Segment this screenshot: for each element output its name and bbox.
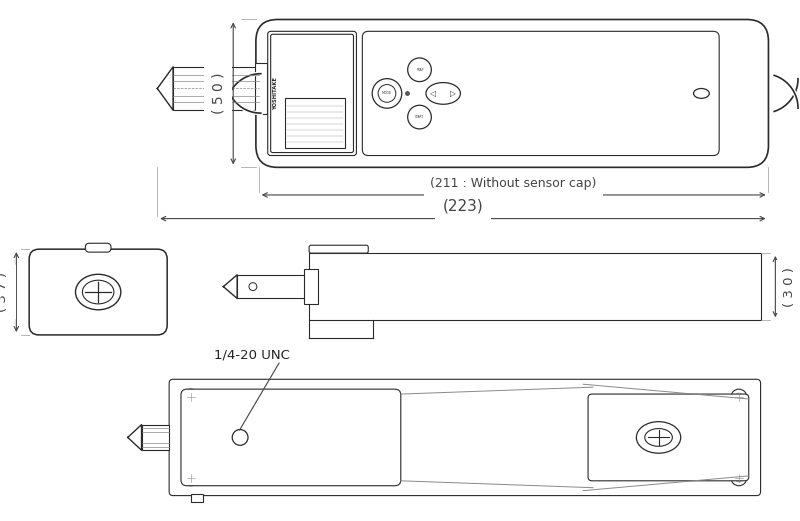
Bar [237, 275, 309, 299]
Text: (211 : Without sensor cap): (211 : Without sensor cap) [430, 177, 597, 190]
FancyBboxPatch shape [169, 379, 761, 495]
Bar [255, 63, 266, 114]
Text: MODE: MODE [382, 91, 392, 95]
FancyBboxPatch shape [309, 245, 368, 253]
Text: START: START [415, 115, 424, 119]
Text: ▷: ▷ [450, 89, 456, 98]
Bar [286, 98, 345, 147]
FancyBboxPatch shape [268, 31, 357, 156]
FancyBboxPatch shape [270, 34, 354, 153]
Bar [191, 493, 202, 502]
Bar [173, 67, 259, 110]
Text: ◁: ◁ [430, 89, 436, 98]
FancyBboxPatch shape [256, 19, 769, 167]
Bar [309, 253, 761, 320]
Bar [142, 425, 169, 450]
Bar [304, 269, 318, 304]
Text: 1/4-20 UNC: 1/4-20 UNC [214, 348, 290, 361]
FancyBboxPatch shape [86, 243, 111, 252]
Text: ( 5 0 ): ( 5 0 ) [211, 72, 226, 114]
FancyBboxPatch shape [181, 389, 401, 486]
Text: (223): (223) [442, 199, 483, 214]
Text: YOSHITAKE: YOSHITAKE [273, 77, 278, 110]
FancyBboxPatch shape [588, 394, 749, 481]
Text: TRAP: TRAP [416, 68, 423, 72]
FancyBboxPatch shape [362, 31, 719, 156]
Text: ( 3 0 ): ( 3 0 ) [782, 267, 796, 306]
FancyBboxPatch shape [29, 249, 167, 335]
Text: ( 3 7 ): ( 3 7 ) [0, 272, 9, 312]
